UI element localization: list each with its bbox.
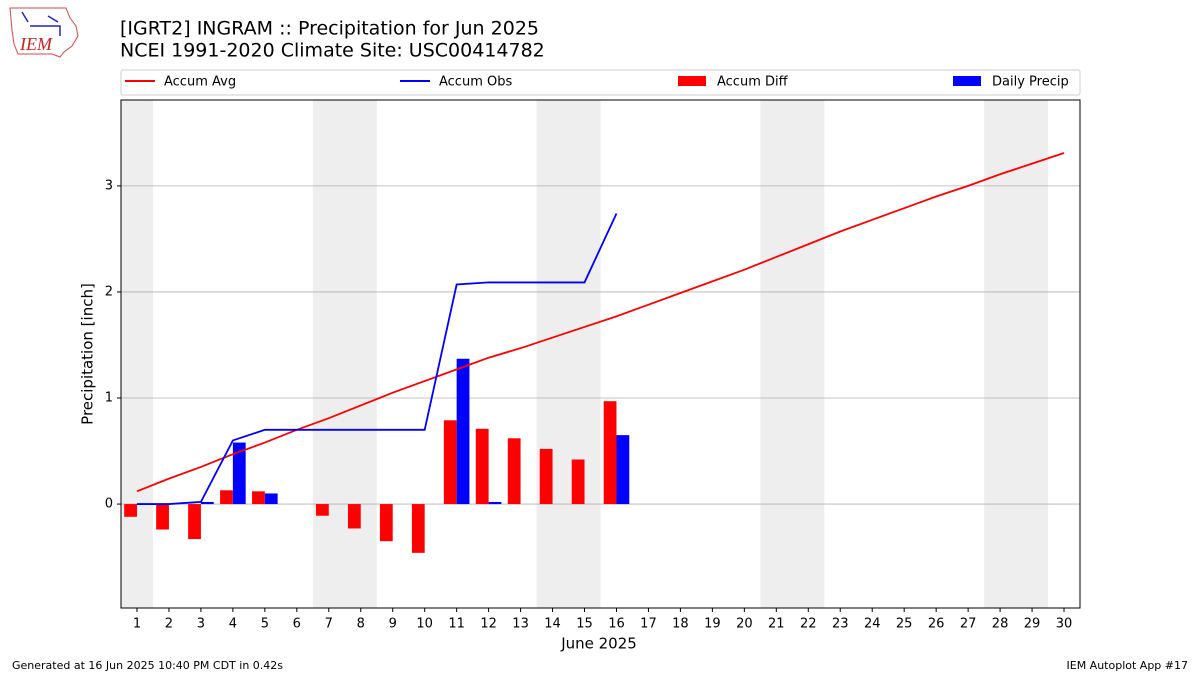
bar xyxy=(456,358,470,505)
line xyxy=(136,152,1065,493)
x-tick-label: 2 xyxy=(165,617,173,632)
x-tick-label: 30 xyxy=(1056,617,1073,632)
weekend-shade xyxy=(121,100,153,608)
x-tick-label: 17 xyxy=(640,617,657,632)
x-tick-label: 1 xyxy=(133,617,141,632)
x-tick-label: 20 xyxy=(736,617,753,632)
x-tick-label: 26 xyxy=(928,617,945,632)
x-tick-label: 25 xyxy=(896,617,913,632)
y-axis-label: Precipitation [inch] xyxy=(79,283,97,425)
bar xyxy=(220,490,233,505)
bar xyxy=(488,501,502,505)
x-tick-label: 15 xyxy=(576,617,593,632)
bar xyxy=(232,442,246,505)
bar xyxy=(443,420,457,505)
bar xyxy=(616,435,630,505)
x-tick-label: 10 xyxy=(416,617,433,632)
x-tick-label: 7 xyxy=(325,617,333,632)
logo-text: IEM xyxy=(19,34,53,54)
bar xyxy=(411,504,425,553)
x-tick-label: 23 xyxy=(832,617,849,632)
weekend-shade xyxy=(984,100,1049,608)
x-tick-label: 14 xyxy=(544,617,561,632)
x-tick-label: 12 xyxy=(480,617,497,632)
x-tick-label: 9 xyxy=(389,617,397,632)
x-tick-label: 27 xyxy=(960,617,977,632)
y-tick-label: 3 xyxy=(105,178,113,193)
x-tick-label: 11 xyxy=(448,617,465,632)
y-tick-label: 2 xyxy=(105,284,113,299)
x-tick-label: 19 xyxy=(704,617,721,632)
bar xyxy=(347,504,361,529)
logo-icon xyxy=(21,11,61,36)
chart-subtitle: NCEI 1991-2020 Climate Site: USC00414782 xyxy=(120,40,545,62)
legend-label: Accum Avg xyxy=(164,75,236,90)
legend-swatch xyxy=(953,76,981,86)
x-tick-label: 16 xyxy=(608,617,625,632)
plot-frame xyxy=(120,99,1081,609)
footer-right: IEM Autoplot App #17 xyxy=(1067,659,1189,672)
x-tick-label: 13 xyxy=(512,617,529,632)
logo: IEM xyxy=(9,7,79,58)
bar xyxy=(507,438,521,505)
bar xyxy=(200,501,214,505)
x-tick-label: 6 xyxy=(293,617,301,632)
x-tick-label: 5 xyxy=(261,617,269,632)
weekend-shade xyxy=(536,100,601,608)
weekend-shade xyxy=(760,100,825,608)
x-tick-label: 28 xyxy=(992,617,1009,632)
x-tick-label: 22 xyxy=(800,617,817,632)
footer-left: Generated at 16 Jun 2025 10:40 PM CDT in… xyxy=(12,659,283,672)
logo-outline xyxy=(9,7,79,58)
legend-swatch xyxy=(678,76,706,86)
legend-label: Daily Precip xyxy=(992,75,1069,90)
y-tick-label: 0 xyxy=(105,497,113,512)
chart-title: [IGRT2] INGRAM :: Precipitation for Jun … xyxy=(120,18,539,40)
bar xyxy=(264,493,278,505)
bar xyxy=(252,491,265,505)
y-tick-label: 1 xyxy=(105,391,113,406)
bar xyxy=(603,401,617,505)
bar xyxy=(571,459,585,505)
line xyxy=(136,213,618,505)
legend-label: Accum Obs xyxy=(439,75,512,90)
bar xyxy=(315,504,329,516)
legend-label: Accum Diff xyxy=(717,75,789,90)
x-tick-label: 21 xyxy=(768,617,785,632)
x-tick-label: 29 xyxy=(1024,617,1041,632)
bar xyxy=(475,428,489,505)
x-tick-label: 24 xyxy=(864,617,881,632)
bar xyxy=(379,504,393,542)
x-tick-label: 18 xyxy=(672,617,689,632)
weekend-shade xyxy=(312,100,377,608)
x-tick-label: 8 xyxy=(357,617,365,632)
bar xyxy=(124,504,137,517)
x-tick-label: 4 xyxy=(229,617,237,632)
x-tick-label: 3 xyxy=(197,617,205,632)
x-axis-label: June 2025 xyxy=(560,635,637,653)
bar xyxy=(156,504,169,530)
bar xyxy=(188,504,201,540)
legend-box xyxy=(120,69,1081,96)
bar xyxy=(539,448,553,505)
